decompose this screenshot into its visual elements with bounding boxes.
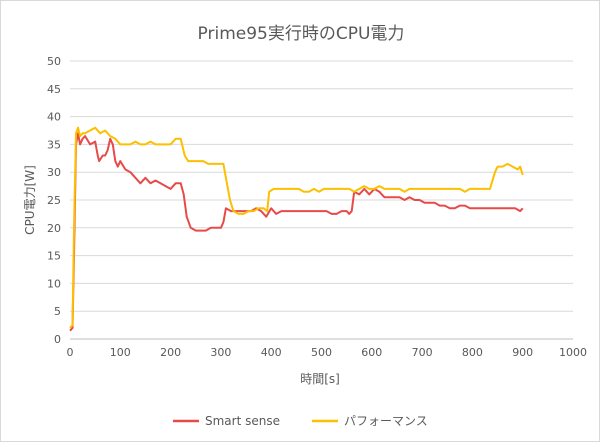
- y-tick-label: 35: [47, 138, 61, 151]
- y-tick-label: 25: [47, 194, 61, 207]
- gridlines: [70, 60, 573, 340]
- x-tick-label: 500: [311, 346, 332, 359]
- legend-label: Smart sense: [205, 414, 280, 428]
- y-axis-label: CPU電力[W]: [23, 165, 37, 235]
- series-lines: [69, 126, 524, 332]
- y-tick-label: 20: [47, 222, 61, 235]
- x-tick-label: 200: [160, 346, 181, 359]
- series-line-1: [69, 132, 524, 332]
- y-tick-label: 10: [47, 277, 61, 290]
- x-tick-label: 1000: [559, 346, 587, 359]
- x-axis-label: 時間[s]: [300, 372, 340, 386]
- y-tick-label: 5: [54, 305, 61, 318]
- x-tick-label: 700: [412, 346, 433, 359]
- x-tick-label: 300: [210, 346, 231, 359]
- x-tick-label: 900: [512, 346, 533, 359]
- y-tick-label: 15: [47, 250, 61, 263]
- x-tick-label: 0: [67, 346, 74, 359]
- y-tick-label: 40: [47, 111, 61, 124]
- y-tick-label: 0: [54, 333, 61, 346]
- series-line-2: [69, 126, 524, 329]
- chart-title: Prime95実行時のCPU電力: [198, 24, 405, 44]
- legend: Smart sense パフォーマンス: [173, 414, 428, 428]
- y-axis-tick-labels: 0 5 10 15 20 25 30 35 40 45 50: [47, 55, 61, 346]
- x-axis-tick-labels: 0 100 200 300 400 500 600 700 800 900 1000: [67, 346, 588, 359]
- y-tick-label: 45: [47, 83, 61, 96]
- x-tick-label: 100: [110, 346, 131, 359]
- x-tick-label: 800: [462, 346, 483, 359]
- x-tick-label: 600: [361, 346, 382, 359]
- y-tick-label: 50: [47, 55, 61, 68]
- legend-label: パフォーマンス: [344, 414, 428, 428]
- x-tick-label: 400: [261, 346, 282, 359]
- y-tick-label: 30: [47, 166, 61, 179]
